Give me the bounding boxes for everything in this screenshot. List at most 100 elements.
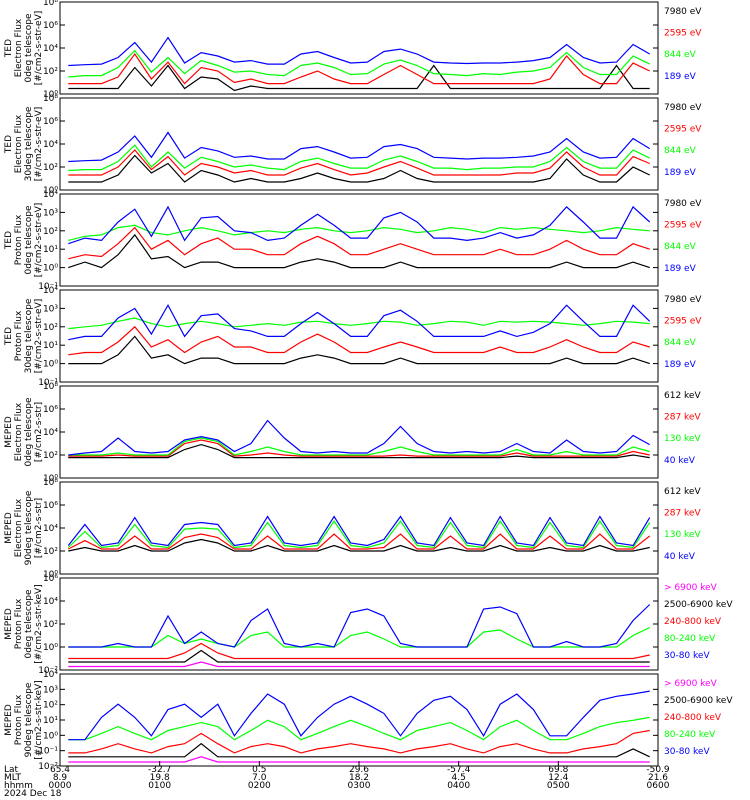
y-axis-label-line: [#/cm2-s-str-eV]: [34, 107, 44, 182]
y-axis-label-line: 0deg telescope: [24, 205, 34, 275]
y-axis-label: TED Electron Flux 0deg telescope [#/cm2-s-s…: [4, 11, 44, 86]
x-tick-label: 21.6: [648, 773, 668, 783]
x-tick-label: 8.9: [53, 773, 68, 783]
series-line-2: [68, 533, 651, 550]
legend-entry: 7980 eV: [664, 103, 702, 113]
legend-entry: 7980 eV: [664, 199, 702, 209]
x-tick-label: 18.2: [349, 773, 369, 783]
x-tick-label: 0400: [447, 781, 470, 791]
panel-3: 10⁻¹ 10⁰ 10¹ 10² 10³ 10⁴ TED Proton Flux 0deg te…: [4, 190, 702, 292]
y-axis-label-line: [#/cm2-s-str-eV]: [34, 299, 44, 374]
x-tick-label: 12.4: [548, 773, 568, 783]
series-line-3: [67, 520, 651, 549]
legend-entry: > 6900 keV: [664, 583, 718, 593]
y-tick-label: 10⁸: [43, 94, 58, 104]
x-row-label: Lat: [4, 765, 19, 775]
y-tick-label: 10⁻¹: [38, 282, 58, 292]
panel-frame: [59, 1, 659, 95]
panel-1: 10⁰ 10² 10⁴ 10⁶ 10⁸ TED Electron Flux 0deg tele…: [4, 0, 702, 100]
y-axis-label-line: 0deg telescope: [24, 397, 34, 467]
panel-frame: [59, 385, 659, 479]
x-tick-label: 0200: [248, 781, 271, 791]
panel-frame: [59, 481, 659, 575]
series-line-3: [68, 224, 650, 241]
legend-entry: 287 keV: [664, 413, 701, 423]
y-tick-label: 10⁴: [43, 286, 58, 296]
legend-entry: 2595 eV: [664, 125, 702, 135]
y-axis-label: MEPED Electron Flux 90deg telescope [#/cm2-…: [4, 490, 44, 565]
legend-entry: 7980 eV: [664, 7, 702, 17]
y-tick-label: 10²: [43, 620, 58, 630]
series-line-2: [68, 226, 650, 260]
panel-6: 10⁰ 10² 10⁴ 10⁶ 10⁸ MEPED Electron Flux 90deg t…: [4, 478, 701, 580]
y-tick-label: 10²: [43, 451, 58, 461]
x-tick-label: 0.5: [252, 765, 266, 775]
series-line-1: [68, 335, 650, 365]
series-line-4: [68, 205, 651, 245]
panel-4: 10⁻¹ 10⁰ 10¹ 10² 10³ 10⁴ TED Proton Flux 30deg t…: [4, 286, 702, 388]
y-tick-label: 10⁴: [43, 597, 58, 607]
y-tick-label: 10²: [43, 701, 58, 711]
y-tick-label: 10⁴: [43, 44, 58, 54]
y-tick-label: 10⁻²: [38, 762, 58, 772]
series-line-2: [68, 52, 650, 85]
x-tick-label: 0100: [148, 781, 171, 791]
x-tick-label: 4.5: [452, 773, 466, 783]
x-tick-label: 0600: [647, 781, 670, 791]
y-axis-label: TED Proton Flux 0deg telescope [#/cm2-s-str…: [4, 203, 44, 278]
legend-entry: 844 eV: [664, 146, 697, 156]
legend-entry: 30-80 keV: [664, 651, 710, 661]
y-axis-label-line: TED: [4, 327, 14, 346]
legend-entry: 40 keV: [664, 552, 696, 562]
x-tick-label: 69.8: [548, 765, 568, 775]
legend-entry: 2595 eV: [664, 221, 702, 231]
series-line-4: [68, 716, 650, 741]
legend-entry: 189 eV: [664, 360, 697, 370]
y-tick-label: 10⁶: [43, 117, 58, 127]
x-tick-label: 65.4: [50, 765, 70, 775]
series-line-3: [68, 49, 650, 78]
y-axis-label-line: [#/cm2-s-str-eV]: [34, 11, 44, 86]
panel-2: 10⁰ 10² 10⁴ 10⁶ 10⁸ TED Electron Flux 30deg tel…: [4, 94, 702, 196]
panel-frame: [59, 577, 659, 671]
legend-entry: 130 keV: [664, 434, 701, 444]
series-line-3: [68, 729, 650, 754]
x-tick-label: -50.9: [646, 765, 670, 775]
y-axis-label-line: Electron Flux: [14, 114, 24, 173]
series-line-3: [68, 317, 650, 330]
y-axis-label-line: MEPED: [4, 608, 14, 640]
legend-entry: 80-240 keV: [664, 634, 716, 644]
y-tick-label: 10⁸: [43, 382, 58, 392]
y-axis-label-line: Proton Flux: [14, 694, 24, 745]
y-axis-label-line: [#/cm2-s-str-eV]: [34, 203, 44, 278]
legend-entry: 2500-6900 keV: [664, 696, 733, 706]
legend-entry: 40 keV: [664, 456, 696, 466]
y-axis-label-line: MEPED: [4, 512, 14, 544]
series-line-1: [68, 154, 650, 183]
y-tick-label: 10⁴: [43, 140, 58, 150]
y-axis-label-line: 0deg telescope: [24, 13, 34, 83]
y-axis-label-line: [#/cm2-s-str-keV]: [34, 584, 44, 663]
y-axis-label-line: TED: [4, 135, 14, 154]
series-line-5: [68, 604, 651, 648]
series-line-1: [68, 661, 650, 668]
y-axis-label-line: Electron Flux: [14, 498, 24, 557]
y-tick-label: 10⁰: [43, 186, 58, 196]
y-axis-label: TED Proton Flux 30deg telescope [#/cm2-s-st…: [4, 298, 44, 373]
y-axis-label-line: Electron Flux: [14, 18, 24, 77]
series-line-4: [68, 303, 651, 341]
series-line-4: [68, 626, 650, 648]
x-tick-label: -32.7: [148, 765, 171, 775]
y-axis-label-line: TED: [4, 39, 14, 58]
y-tick-label: 10⁴: [43, 428, 58, 438]
y-axis-label-line: [#/cm2-s-str]: [34, 402, 44, 462]
y-axis-label-line: 90deg telescope: [24, 682, 34, 757]
legend-entry: 7980 eV: [664, 295, 702, 305]
series-line-1: [68, 64, 650, 92]
series-line-5: [68, 690, 650, 741]
date-label: 2024 Dec 18: [4, 789, 62, 799]
x-tick-label: 0500: [547, 781, 570, 791]
y-tick-label: 10¹: [43, 716, 58, 726]
x-tick-label: 0000: [49, 781, 72, 791]
